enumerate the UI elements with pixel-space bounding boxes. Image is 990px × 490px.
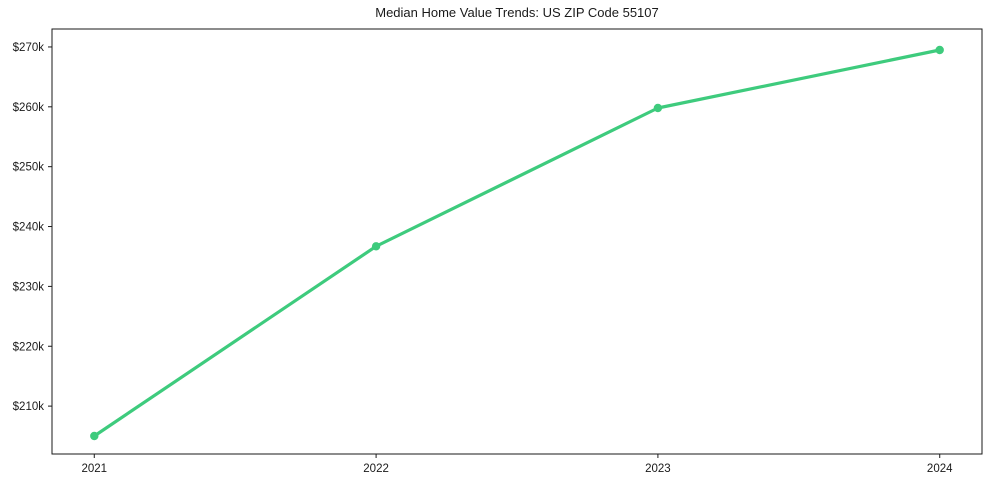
- y-axis-tick-label: $260k: [13, 102, 45, 114]
- y-axis-tick-label: $210k: [13, 401, 45, 413]
- data-point-marker: [90, 431, 99, 441]
- data-point-marker: [935, 45, 944, 55]
- x-axis-tick-label: 2023: [645, 463, 671, 475]
- chart-title: Median Home Value Trends: US ZIP Code 55…: [375, 5, 659, 20]
- y-axis-tick-label: $240k: [13, 222, 45, 234]
- plot-frame: [51, 28, 983, 455]
- x-axis-tick-label: 2021: [81, 463, 107, 475]
- y-axis-tick-label: $230k: [13, 281, 45, 293]
- y-axis-tick-label: $250k: [13, 162, 45, 174]
- data-point-marker: [371, 242, 381, 251]
- y-axis-tick-label: $220k: [13, 341, 45, 353]
- trend-line: [92, 48, 942, 438]
- x-axis-tick-label: 2024: [927, 463, 953, 475]
- y-axis-tick-label: $270k: [13, 42, 45, 54]
- x-axis-tick-label: 2022: [363, 463, 389, 475]
- data-point-marker: [653, 103, 663, 113]
